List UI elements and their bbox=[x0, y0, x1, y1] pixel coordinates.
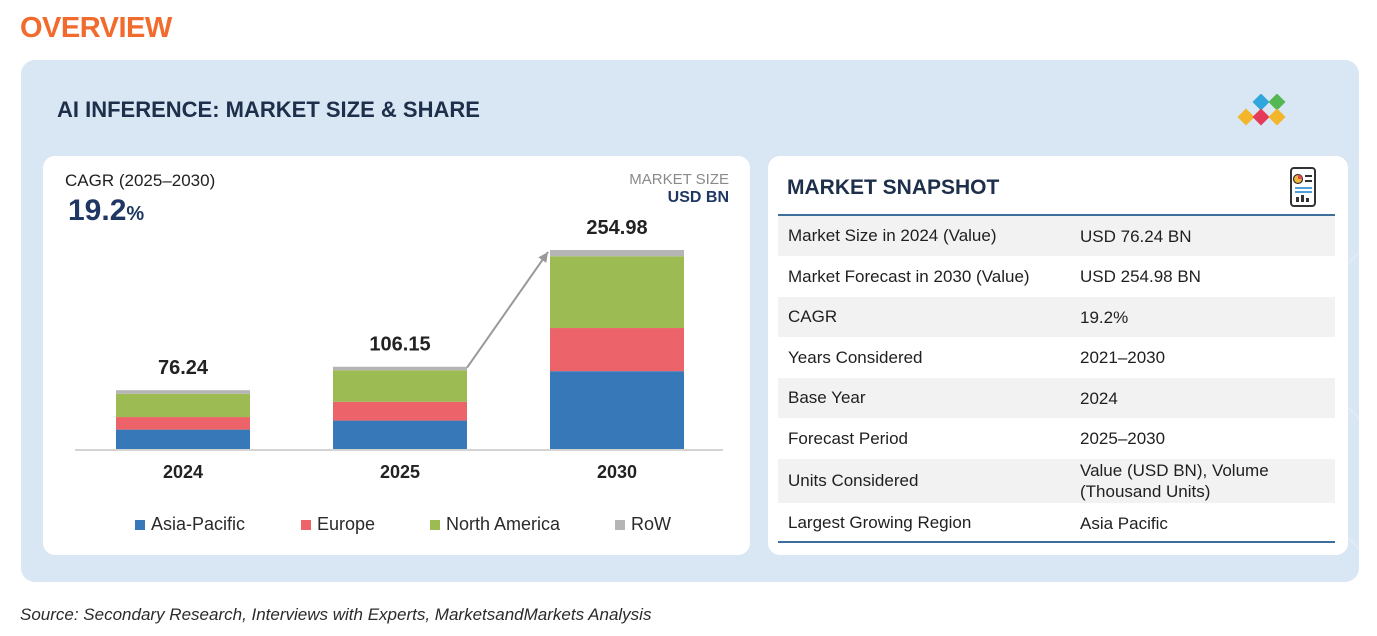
legend-label: Europe bbox=[317, 514, 376, 534]
market-snapshot-card: MARKET SNAPSHOT Market Size in 2024 (Val… bbox=[768, 156, 1348, 555]
bar-north-america-2025 bbox=[333, 370, 467, 402]
snapshot-key: Market Forecast in 2030 (Value) bbox=[788, 266, 1030, 286]
x-tick-2024: 2024 bbox=[163, 462, 203, 482]
snapshot-key: Years Considered bbox=[788, 347, 923, 367]
bar-row-2024 bbox=[116, 390, 250, 394]
panel-title: AI INFERENCE: MARKET SIZE & SHARE bbox=[57, 97, 480, 122]
chart-card: CAGR (2025–2030) 19.2% MARKET SIZE USD B… bbox=[43, 156, 750, 555]
snapshot-value: USD 76.24 BN bbox=[1080, 226, 1192, 246]
legend-label: North America bbox=[446, 514, 561, 534]
bar-europe-2024 bbox=[116, 417, 250, 430]
snapshot-key: Forecast Period bbox=[788, 428, 908, 448]
logo-diamond bbox=[1252, 108, 1270, 126]
legend-label: RoW bbox=[631, 514, 671, 534]
cagr-value: 19.2% bbox=[68, 194, 144, 228]
snapshot-table: Market Size in 2024 (Value) USD 76.24 BN M… bbox=[778, 216, 1335, 543]
bar-asia-pacific-2025 bbox=[333, 420, 467, 450]
logo-diamond bbox=[1237, 108, 1255, 126]
legend-swatch bbox=[135, 519, 145, 530]
snapshot-key: Units Considered bbox=[788, 471, 919, 490]
legend-swatch bbox=[430, 519, 440, 530]
x-tick-2030: 2030 bbox=[597, 462, 637, 482]
snapshot-key: CAGR bbox=[788, 307, 838, 326]
report-icon bbox=[1290, 167, 1316, 207]
snapshot-row: Largest Growing Region Asia Pacific bbox=[778, 503, 1335, 543]
snapshot-value: 2021–2030 bbox=[1080, 348, 1166, 367]
cagr-label: CAGR (2025–2030) bbox=[65, 171, 216, 190]
snapshot-value: USD 254.98 BN bbox=[1080, 267, 1201, 286]
snapshot-value: Asia Pacific bbox=[1080, 513, 1168, 533]
snapshot-key: Largest Growing Region bbox=[788, 513, 972, 532]
total-label-2024: 76.24 bbox=[158, 357, 209, 379]
stacked-bar-chart: 76.24 2024 106.15 2025 254.98 2030 bbox=[75, 217, 723, 482]
snapshot-row: CAGR 19.2% bbox=[778, 297, 1335, 337]
brand-logo-icon bbox=[1237, 94, 1286, 126]
snapshot-key: Base Year bbox=[788, 388, 866, 407]
source-note: Source: Secondary Research, Interviews w… bbox=[20, 605, 652, 624]
market-panel: AI INFERENCE: MARKET SIZE & SHARE CAGR (… bbox=[21, 60, 1359, 582]
snapshot-row: Market Forecast in 2030 (Value) USD 254.9… bbox=[778, 256, 1335, 297]
snapshot-title: MARKET SNAPSHOT bbox=[787, 176, 1000, 199]
snapshot-value: 2024 bbox=[1080, 388, 1118, 408]
total-label-2025: 106.15 bbox=[369, 334, 430, 356]
snapshot-top-rule bbox=[778, 214, 1335, 216]
legend-label: Asia-Pacific bbox=[151, 514, 246, 534]
snapshot-value: 2025–2030 bbox=[1080, 429, 1166, 448]
chart-legend: Asia-Pacific Europe North America RoW bbox=[43, 514, 750, 536]
snapshot-row: Units Considered Value (USD BN), Volume (… bbox=[778, 459, 1335, 503]
snapshot-bottom-rule bbox=[778, 541, 1335, 543]
snapshot-value: Value (USD BN), Volume (Thousand Units) bbox=[1080, 461, 1269, 501]
bar-north-america-2024 bbox=[116, 393, 250, 418]
logo-diamond bbox=[1252, 94, 1270, 111]
legend-item-asia-pacific: Asia-Pacific bbox=[135, 514, 245, 535]
legend-item-north-america: North America bbox=[430, 514, 560, 535]
bar-europe-2025 bbox=[333, 401, 467, 421]
logo-diamond bbox=[1268, 94, 1286, 111]
legend-item-europe: Europe bbox=[301, 514, 375, 535]
bar-north-america-2030 bbox=[550, 256, 684, 329]
snapshot-value: 19.2% bbox=[1080, 307, 1129, 327]
bar-asia-pacific-2024 bbox=[116, 429, 250, 450]
logo-diamond bbox=[1268, 108, 1286, 126]
snapshot-row: Forecast Period 2025–2030 bbox=[778, 418, 1335, 459]
bar-row-2030 bbox=[550, 250, 684, 257]
overview-heading: OVERVIEW bbox=[20, 12, 172, 44]
growth-arrow-line bbox=[466, 251, 549, 369]
bar-europe-2030 bbox=[550, 328, 684, 372]
cagr-percent-sign: % bbox=[126, 203, 145, 225]
snapshot-row: Base Year 2024 bbox=[778, 378, 1335, 418]
bar-row-2025 bbox=[333, 366, 467, 371]
cagr-number: 19.2 bbox=[68, 194, 127, 227]
growth-arrow-head bbox=[538, 252, 548, 263]
snapshot-key: Market Size in 2024 (Value) bbox=[788, 226, 997, 245]
legend-swatch bbox=[615, 519, 625, 530]
total-label-2030: 254.98 bbox=[586, 217, 647, 239]
bar-asia-pacific-2030 bbox=[550, 371, 684, 450]
legend-item-row: RoW bbox=[615, 514, 671, 535]
market-size-label: MARKET SIZE bbox=[629, 171, 729, 188]
x-tick-2025: 2025 bbox=[380, 462, 420, 482]
market-size-unit: USD BN bbox=[667, 189, 729, 206]
legend-swatch bbox=[301, 519, 311, 530]
snapshot-row: Years Considered 2021–2030 bbox=[778, 337, 1335, 378]
snapshot-row: Market Size in 2024 (Value) USD 76.24 BN bbox=[778, 216, 1335, 256]
